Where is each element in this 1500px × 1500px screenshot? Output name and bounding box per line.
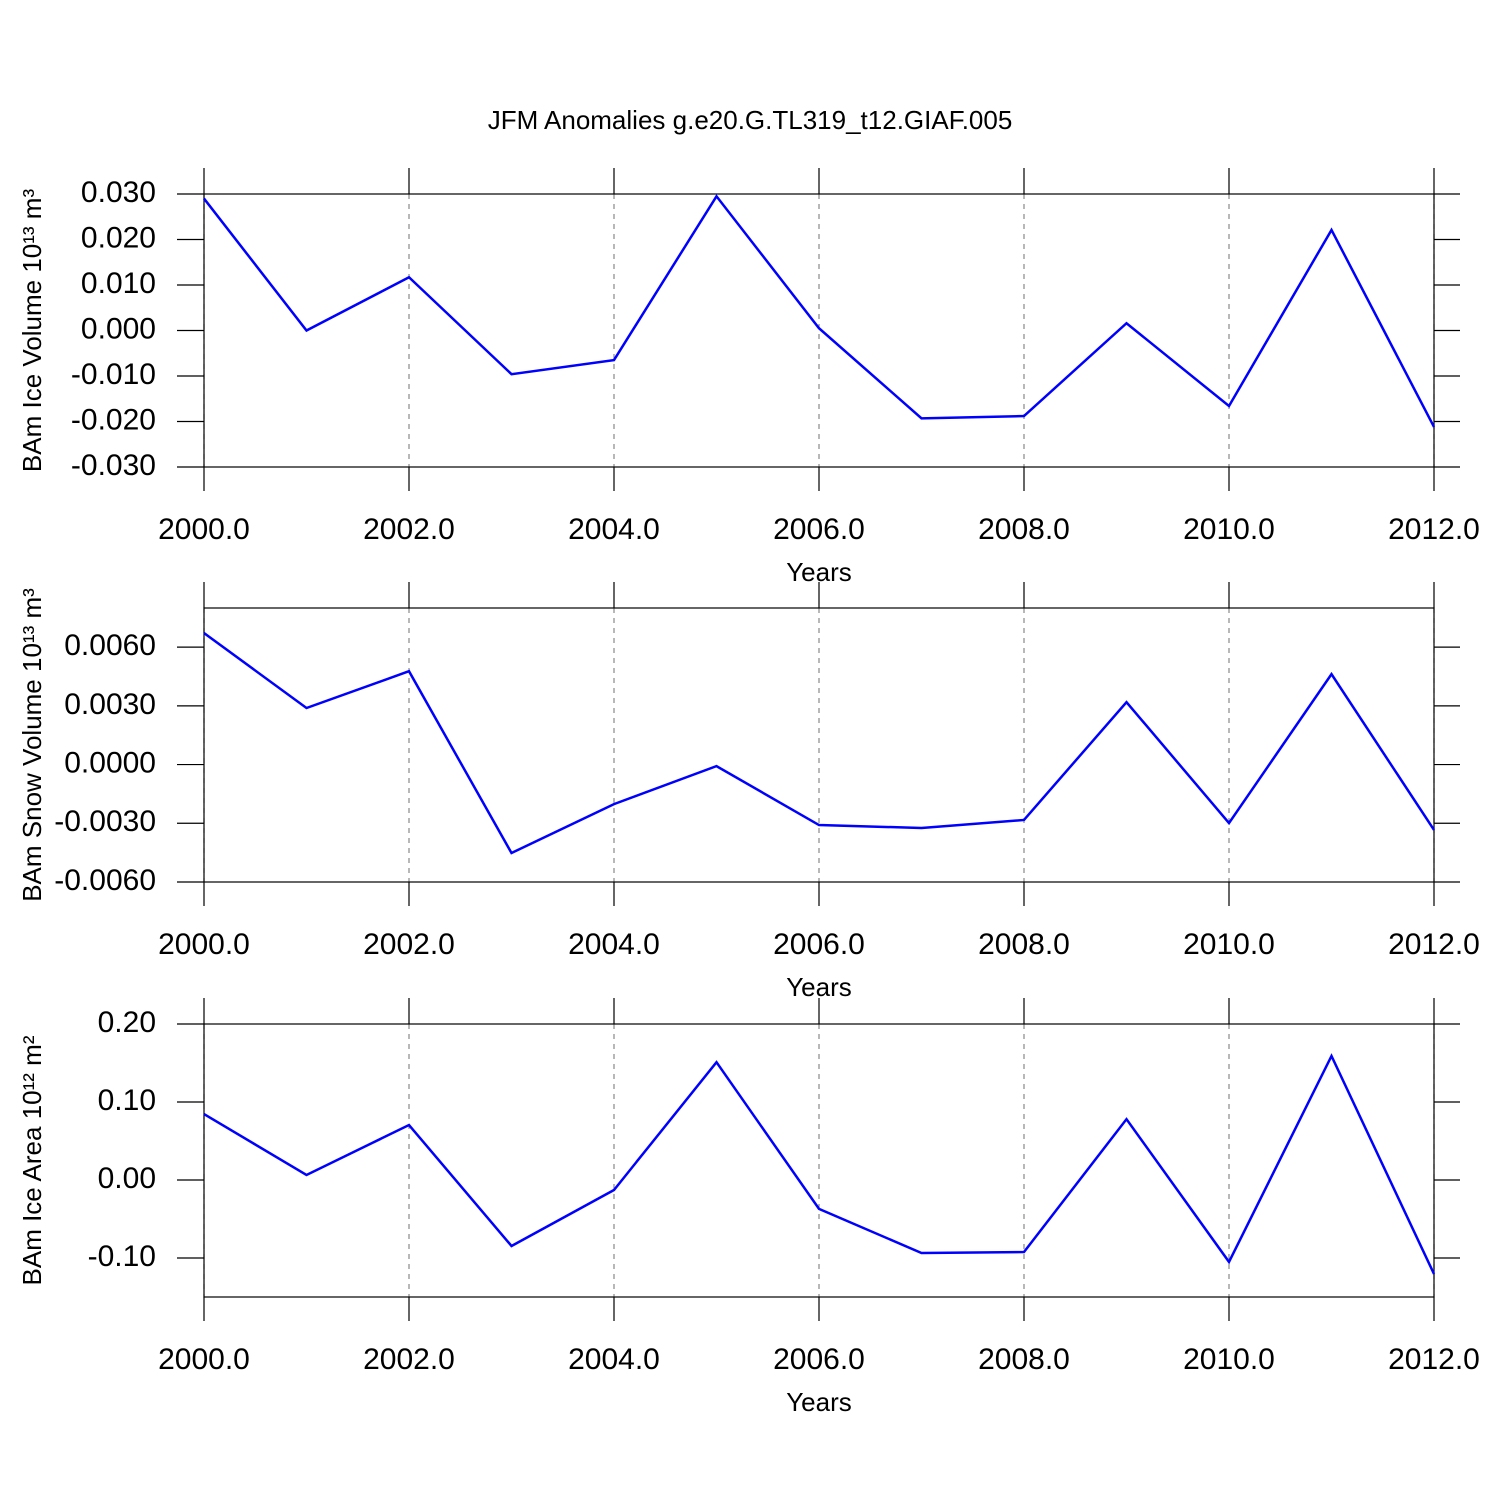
x-tick-label: 2002.0: [363, 1343, 455, 1376]
x-tick-label: 2004.0: [568, 928, 660, 961]
y-tick-label: 0.020: [81, 221, 156, 254]
x-tick-label: 2000.0: [158, 1343, 250, 1376]
x-axis-label: Years: [786, 972, 852, 1002]
x-tick-label: 2006.0: [773, 1343, 865, 1376]
x-tick-label: 2008.0: [978, 928, 1070, 961]
y-tick-label: -0.10: [88, 1240, 156, 1273]
y-tick-label: 0.030: [81, 176, 156, 209]
x-tick-label: 2012.0: [1388, 1343, 1480, 1376]
plot-frame: [203, 1023, 1435, 1298]
y-tick-label: 0.0000: [64, 746, 156, 779]
y-tick-label: -0.030: [71, 449, 156, 482]
y-axis-label: BAm Ice Volume 10¹³ m³: [17, 189, 47, 473]
y-tick-label: -0.0060: [54, 864, 156, 897]
y-axis-label: BAm Snow Volume 10¹³ m³: [17, 588, 47, 902]
y-tick-label: 0.0030: [64, 688, 156, 721]
x-axis-label: Years: [786, 1387, 852, 1417]
x-axis-label: Years: [786, 557, 852, 587]
y-tick-label: 0.000: [81, 312, 156, 345]
x-tick-label: 2004.0: [568, 1343, 660, 1376]
x-tick-label: 2000.0: [158, 928, 250, 961]
y-axis-label: BAm Ice Area 10¹² m²: [17, 1035, 47, 1285]
plot-frame: [203, 607, 1435, 883]
y-tick-label: 0.0060: [64, 629, 156, 662]
x-tick-label: 2008.0: [978, 513, 1070, 546]
data-line: [203, 1053, 1436, 1275]
x-tick-label: 2010.0: [1183, 1343, 1275, 1376]
y-tick-label: -0.020: [71, 403, 156, 436]
y-tick-label: -0.010: [71, 358, 156, 391]
x-tick-label: 2010.0: [1183, 513, 1275, 546]
x-tick-label: 2006.0: [773, 513, 865, 546]
x-tick-label: 2008.0: [978, 1343, 1070, 1376]
x-tick-label: 2002.0: [363, 513, 455, 546]
x-tick-label: 2012.0: [1388, 928, 1480, 961]
y-tick-label: 0.10: [98, 1084, 156, 1117]
x-tick-label: 2010.0: [1183, 928, 1275, 961]
data-line: [203, 194, 1436, 428]
plot-frame: [203, 193, 1435, 468]
x-tick-label: 2012.0: [1388, 513, 1480, 546]
y-tick-label: 0.00: [98, 1162, 156, 1195]
y-tick-label: 0.010: [81, 267, 156, 300]
x-tick-label: 2000.0: [158, 513, 250, 546]
x-tick-label: 2004.0: [568, 513, 660, 546]
y-tick-label: -0.0030: [54, 805, 156, 838]
x-tick-label: 2002.0: [363, 928, 455, 961]
y-tick-label: 0.20: [98, 1006, 156, 1039]
figure-title: JFM Anomalies g.e20.G.TL319_t12.GIAF.005: [488, 105, 1013, 135]
data-line: [203, 632, 1436, 855]
x-tick-label: 2006.0: [773, 928, 865, 961]
